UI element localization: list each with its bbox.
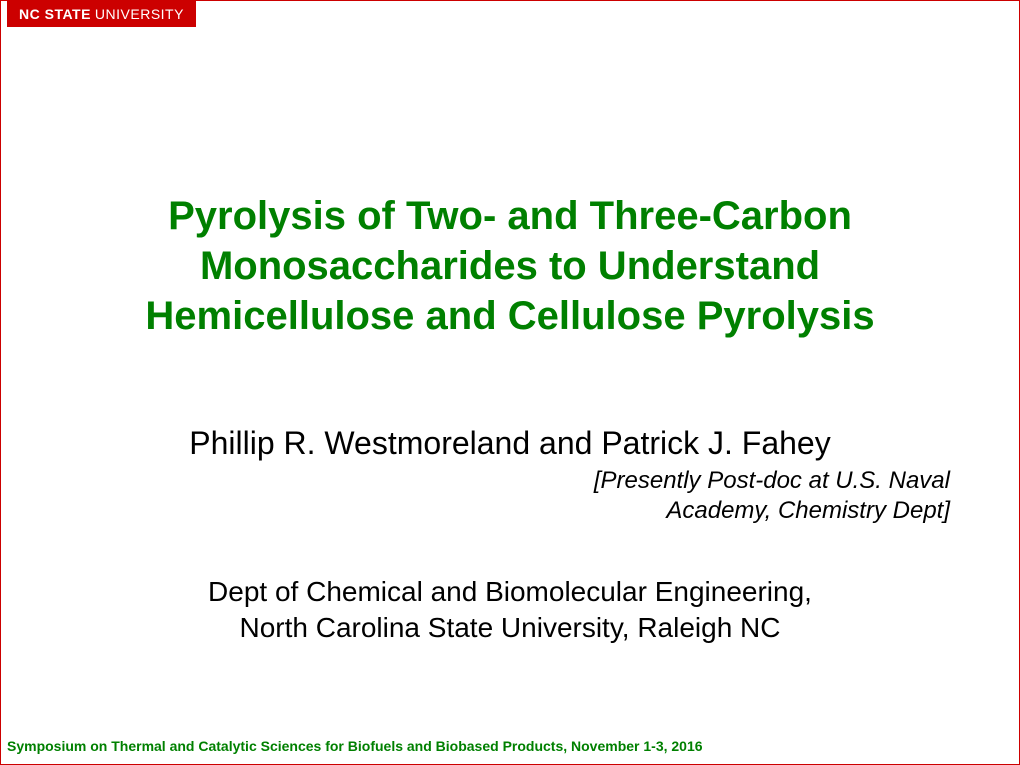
dept-line-2: North Carolina State University, Raleigh…	[239, 612, 780, 643]
slide-authors: Phillip R. Westmoreland and Patrick J. F…	[189, 425, 830, 462]
slide-content: Pyrolysis of Two- and Three-Carbon Monos…	[1, 1, 1019, 764]
dept-line-1: Dept of Chemical and Biomolecular Engine…	[208, 576, 812, 607]
affiliation-note: [Presently Post-doc at U.S. Naval Academ…	[70, 466, 950, 526]
department-info: Dept of Chemical and Biomolecular Engine…	[208, 574, 812, 647]
slide-title: Pyrolysis of Two- and Three-Carbon Monos…	[60, 191, 960, 341]
affiliation-line-2: Academy, Chemistry Dept]	[666, 497, 950, 524]
affiliation-line-1: [Presently Post-doc at U.S. Naval	[594, 467, 950, 494]
slide-footer: Symposium on Thermal and Catalytic Scien…	[7, 738, 703, 754]
presentation-slide: NC STATE UNIVERSITY Pyrolysis of Two- an…	[0, 0, 1020, 765]
